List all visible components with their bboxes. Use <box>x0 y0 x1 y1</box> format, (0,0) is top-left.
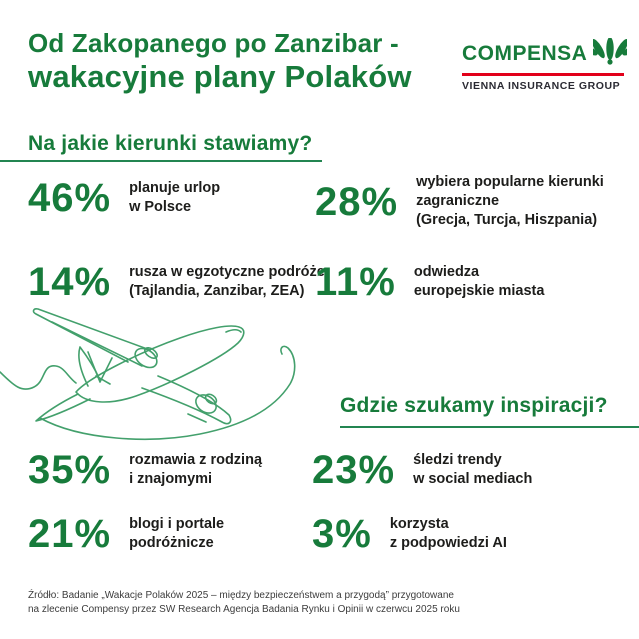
stat-social-media: 23% śledzi trendy w social mediach <box>312 450 532 490</box>
title-line-2: wakacyjne plany Polaków <box>28 59 412 95</box>
stat-europejskie-miasta: 11% odwiedza europejskie miasta <box>315 262 544 302</box>
stat-label: wybiera popularne kierunki zagraniczne (… <box>416 174 604 229</box>
stat-urlop-w-polsce: 46% planuje urlop w Polsce <box>28 178 220 218</box>
stat-podpowiedzi-ai: 3% korzysta z podpowiedzi AI <box>312 514 507 554</box>
stat-label: korzysta z podpowiedzi AI <box>389 515 507 551</box>
stat-value: 3% <box>312 512 372 556</box>
stat-label: odwiedza europejskie miasta <box>413 263 545 299</box>
page-title: Od Zakopanego po Zanzibar - wakacyjne pl… <box>28 28 412 95</box>
airplane-line-art <box>0 300 320 448</box>
stat-value: 46% <box>28 176 112 220</box>
section-underline-2 <box>340 426 639 428</box>
stat-blogi-portale: 21% blogi i portale podróżnicze <box>28 514 224 554</box>
compensa-logo: COMPENSA VIENNA INSURANCE GROUP <box>462 37 639 92</box>
stat-value: 28% <box>315 179 399 224</box>
section-heading-kierunki: Na jakie kierunki stawiamy? <box>28 132 313 155</box>
stat-label: planuje urlop w Polsce <box>129 179 221 215</box>
stat-label: blogi i portale podróżnicze <box>129 515 225 551</box>
stat-label: śledzi trendy w social mediach <box>413 451 533 487</box>
stat-value: 21% <box>28 512 112 556</box>
stat-value: 23% <box>312 448 396 492</box>
section-underline-1 <box>0 160 322 162</box>
stat-rodzina-znajomi: 35% rozmawia z rodziną i znajomymi <box>28 450 262 490</box>
stat-egzotyczne-podroze: 14% rusza w egzotyczne podróże (Tajlandi… <box>28 262 325 302</box>
stat-kierunki-zagraniczne: 28% wybiera popularne kierunki zagranicz… <box>315 173 604 230</box>
stat-value: 35% <box>28 448 112 492</box>
section-heading-inspiracje: Gdzie szukamy inspiracji? <box>340 394 608 417</box>
logo-group-text: VIENNA INSURANCE GROUP <box>462 80 621 92</box>
stat-value: 14% <box>28 260 112 304</box>
source-note: Źródło: Badanie „Wakacje Polaków 2025 – … <box>28 590 460 615</box>
stat-value: 11% <box>315 260 396 304</box>
logo-brand-text: COMPENSA <box>462 42 588 65</box>
peacock-icon <box>579 37 639 70</box>
stat-label: rozmawia z rodziną i znajomymi <box>129 451 263 487</box>
stat-label: rusza w egzotyczne podróże (Tajlandia, Z… <box>129 263 325 299</box>
logo-red-rule <box>462 73 624 76</box>
title-line-1: Od Zakopanego po Zanzibar - <box>28 28 399 58</box>
